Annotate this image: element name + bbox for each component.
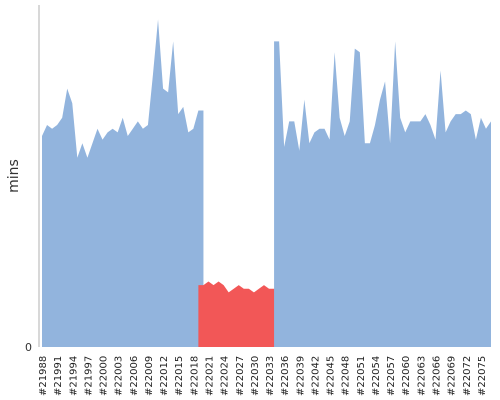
area-layer [42, 19, 491, 348]
x-tick-label-16: #22036 [280, 356, 291, 396]
y-tick-layer: 0 [25, 341, 32, 354]
x-tick-label-29: #22075 [477, 356, 488, 396]
x-tick-label-20: #22048 [341, 356, 352, 396]
x-tick-label-5: #22003 [114, 356, 125, 396]
x-tick-label-14: #22030 [250, 356, 261, 396]
x-tick-label-7: #22009 [144, 356, 155, 396]
x-tick-label-27: #22069 [447, 356, 458, 396]
x-tick-label-10: #22018 [189, 356, 200, 396]
x-tick-label-8: #22012 [159, 356, 170, 396]
x-tick-layer: #21988 #21991 #21994 #21997 #22000 #22003 #220… [38, 356, 488, 396]
x-tick-label-11: #22021 [204, 356, 215, 396]
area-series-0 [42, 19, 204, 348]
x-tick-label-12: #22024 [220, 356, 231, 396]
x-tick-label-13: #22027 [235, 356, 246, 396]
x-tick-label-28: #22072 [462, 356, 473, 396]
x-tick-label-4: #22000 [99, 356, 110, 396]
x-tick-label-19: #22045 [326, 356, 337, 396]
x-tick-label-6: #22006 [129, 356, 140, 396]
x-tick-label-21: #22051 [356, 356, 367, 396]
y-axis-label: mins [6, 159, 22, 193]
x-tick-label-17: #22039 [295, 356, 306, 396]
x-tick-label-1: #21991 [53, 356, 64, 396]
x-tick-label-26: #22066 [432, 356, 443, 396]
x-tick-label-18: #22042 [310, 356, 321, 396]
x-tick-label-15: #22033 [265, 356, 276, 396]
x-tick-label-2: #21994 [68, 356, 79, 396]
x-tick-label-23: #22057 [386, 356, 397, 396]
x-tick-label-9: #22015 [174, 356, 185, 396]
x-tick-label-22: #22054 [371, 356, 382, 396]
x-tick-label-24: #22060 [401, 356, 412, 396]
area-series-1 [198, 281, 280, 347]
x-tick-label-0: #21988 [38, 356, 49, 396]
area-series-2 [274, 41, 491, 347]
x-tick-label-3: #21997 [83, 356, 94, 396]
x-tick-label-25: #22063 [416, 356, 427, 396]
y-tick-label-0: 0 [25, 341, 32, 354]
